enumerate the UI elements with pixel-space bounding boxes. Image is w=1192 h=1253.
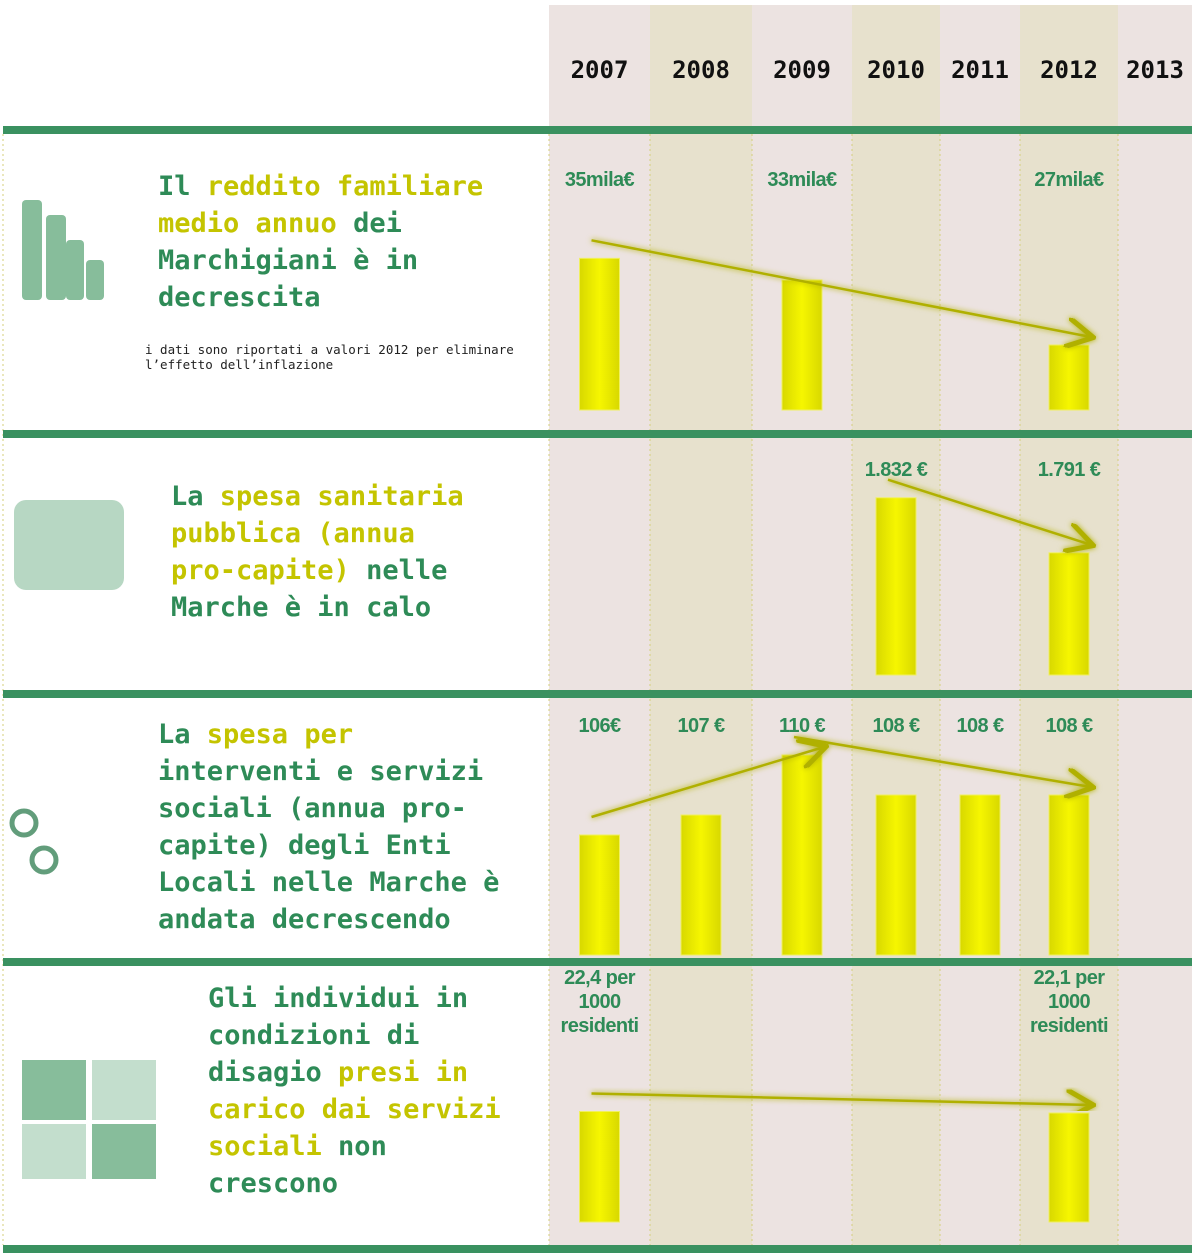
bar [681, 815, 721, 955]
row-title: La spesa sanitaria pubblica (annua pro-c… [171, 478, 476, 626]
row-note: i dati sono riportati a valori 2012 per … [145, 342, 525, 372]
title-part: spesa per [207, 719, 353, 750]
bar [1049, 345, 1089, 410]
icons [12, 200, 156, 1179]
year-label: 2012 [1019, 56, 1119, 84]
row-separator [3, 126, 1192, 134]
row-title: Il reddito familiare medio annuo dei Mar… [158, 168, 528, 316]
column-band [940, 5, 1020, 1248]
coin-stack [66, 240, 84, 300]
value-label: 110 € [754, 714, 850, 738]
bar [1049, 1113, 1089, 1222]
year-label: 2011 [930, 56, 1030, 84]
value-label: 107 € [653, 714, 749, 738]
bar [782, 280, 822, 410]
bar [876, 795, 916, 955]
care-icon [92, 1060, 156, 1120]
row-title: La spesa per interventi e servizi social… [158, 716, 508, 938]
row-separator [3, 690, 1192, 698]
value-label: 22,4 per 1000 residenti [552, 966, 648, 1038]
coin-stack [46, 215, 66, 300]
row-separator [3, 1245, 1192, 1253]
value-label: 106€ [552, 714, 648, 738]
bar [580, 1111, 620, 1222]
bar [876, 498, 916, 675]
year-label: 2013 [1105, 56, 1192, 84]
title-part: La [158, 719, 207, 750]
bar [782, 755, 822, 955]
row-separator [3, 958, 1192, 966]
title-part: interventi e servizi sociali (annua pro-… [158, 756, 499, 935]
ssn-icon [14, 500, 124, 590]
coin-stack [86, 260, 104, 300]
care-icon [92, 1124, 156, 1179]
care-icon [22, 1060, 86, 1120]
value-label: 35mila€ [552, 168, 648, 192]
title-part: reddito familiare medio annuo [158, 171, 483, 239]
row-separator [3, 430, 1192, 438]
value-label: 1.791 € [1021, 458, 1117, 482]
value-label: 27mila€ [1021, 168, 1117, 192]
bar [1049, 553, 1089, 675]
value-label: 108 € [932, 714, 1028, 738]
care-icon [22, 1124, 86, 1179]
bar [960, 795, 1000, 955]
value-label: 108 € [848, 714, 944, 738]
coin-stack [22, 200, 42, 300]
row-title: Gli individui in condizioni di disagio p… [208, 980, 513, 1202]
column-band [650, 5, 752, 1248]
title-part: Il [158, 171, 207, 202]
year-label: 2008 [651, 56, 751, 84]
year-label: 2009 [752, 56, 852, 84]
bar [580, 835, 620, 955]
column-band [1118, 5, 1192, 1248]
value-label: 22,1 per 1000 residenti [1021, 966, 1117, 1038]
value-label: 108 € [1021, 714, 1117, 738]
bar [1049, 795, 1089, 955]
value-label: 33mila€ [754, 168, 850, 192]
scissors-icon [12, 811, 36, 835]
value-label: 1.832 € [848, 458, 944, 482]
year-label: 2007 [550, 56, 650, 84]
page: 2007200820092010201120122013Il reddito f… [0, 0, 1192, 1253]
scissors-icon [32, 848, 56, 872]
bar [580, 258, 620, 410]
title-part: La [171, 481, 220, 512]
